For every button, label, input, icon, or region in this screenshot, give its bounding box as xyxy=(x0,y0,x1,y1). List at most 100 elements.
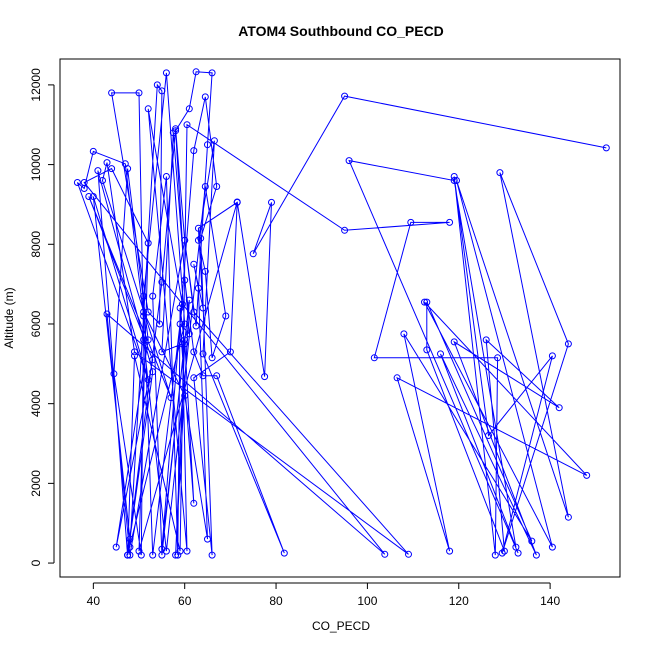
data-point xyxy=(183,547,191,555)
data-point xyxy=(201,183,209,190)
x-tick-label: 100 xyxy=(357,594,377,608)
data-point xyxy=(208,551,216,559)
data-point xyxy=(172,125,180,133)
data-point xyxy=(140,312,148,320)
data-point xyxy=(423,346,431,354)
plot-frame xyxy=(59,58,621,578)
y-tick-label: 12000 xyxy=(29,68,43,102)
data-point xyxy=(514,549,522,557)
x-tick-label: 120 xyxy=(449,594,469,608)
data-point xyxy=(158,87,166,95)
y-axis-label: Altitude (m) xyxy=(2,287,16,348)
data-point xyxy=(135,89,143,97)
data-point xyxy=(197,234,205,242)
data-point xyxy=(131,352,138,360)
data-point xyxy=(494,354,502,362)
data-point xyxy=(126,543,134,551)
data-point xyxy=(446,547,454,555)
data-point xyxy=(190,260,198,268)
data-point xyxy=(194,236,202,244)
data-point xyxy=(208,69,216,77)
data-point xyxy=(181,336,189,344)
data-point xyxy=(124,551,132,559)
data-point xyxy=(190,308,198,316)
data-point xyxy=(194,284,202,292)
data-point xyxy=(204,535,211,543)
data-point xyxy=(222,312,230,320)
data-point xyxy=(450,173,458,180)
data-point xyxy=(89,193,97,200)
data-point xyxy=(192,68,200,76)
data-point xyxy=(85,193,93,200)
data-point xyxy=(201,93,209,101)
x-tick-label: 140 xyxy=(540,594,560,608)
data-point xyxy=(498,549,506,557)
data-point xyxy=(190,147,198,155)
data-point xyxy=(140,292,148,300)
data-point xyxy=(528,537,536,545)
data-point xyxy=(178,340,186,348)
data-point xyxy=(73,179,81,186)
data-point xyxy=(548,543,556,551)
data-point xyxy=(158,278,166,286)
data-point xyxy=(485,432,492,439)
data-point xyxy=(131,348,138,356)
data-point xyxy=(144,308,152,316)
data-point xyxy=(453,177,460,184)
data-point xyxy=(176,304,184,312)
data-point xyxy=(450,338,458,346)
data-point xyxy=(423,298,431,306)
x-tick-label: 60 xyxy=(178,594,192,608)
y-tick-label: 0 xyxy=(29,559,43,566)
data-point xyxy=(564,340,572,348)
data-point xyxy=(110,370,118,378)
data-point xyxy=(144,239,152,247)
y-tick-label: 8000 xyxy=(29,231,43,258)
data-point xyxy=(140,336,148,344)
data-point xyxy=(108,89,116,97)
data-point xyxy=(370,354,378,362)
data-point xyxy=(144,336,152,344)
data-point xyxy=(140,308,148,316)
y-tick-label: 4000 xyxy=(29,390,43,417)
data-point xyxy=(162,547,170,555)
data-point xyxy=(548,352,556,360)
data-point xyxy=(393,374,401,382)
data-point xyxy=(555,404,563,412)
data-point xyxy=(162,69,170,77)
data-point xyxy=(176,547,184,555)
data-point xyxy=(149,292,157,300)
data-point xyxy=(185,296,193,304)
data-point xyxy=(103,159,111,167)
data-point xyxy=(126,551,134,559)
data-point xyxy=(190,499,198,507)
data-point xyxy=(149,551,157,559)
data-point xyxy=(126,535,134,543)
data-point xyxy=(407,218,415,226)
data-point xyxy=(190,348,198,356)
data-point xyxy=(583,471,591,479)
data-point xyxy=(108,165,116,173)
data-point xyxy=(156,320,164,328)
data-point xyxy=(183,121,191,129)
data-point xyxy=(226,348,234,356)
data-point xyxy=(564,513,572,521)
data-point xyxy=(185,105,193,113)
data-point xyxy=(172,551,180,559)
data-point xyxy=(99,177,106,184)
data-point xyxy=(496,169,504,177)
y-tick-label: 2000 xyxy=(29,470,43,497)
data-point xyxy=(341,92,349,100)
data-point xyxy=(181,392,189,400)
data-point xyxy=(185,330,193,338)
data-point xyxy=(268,198,275,206)
data-point xyxy=(194,224,202,232)
data-point xyxy=(169,129,177,137)
y-tick-label: 10000 xyxy=(29,148,43,182)
data-point xyxy=(149,356,157,364)
data-point xyxy=(172,127,180,135)
data-point xyxy=(249,250,257,258)
data-point xyxy=(144,105,152,113)
data-point xyxy=(345,157,353,165)
x-tick-label: 80 xyxy=(269,594,283,608)
